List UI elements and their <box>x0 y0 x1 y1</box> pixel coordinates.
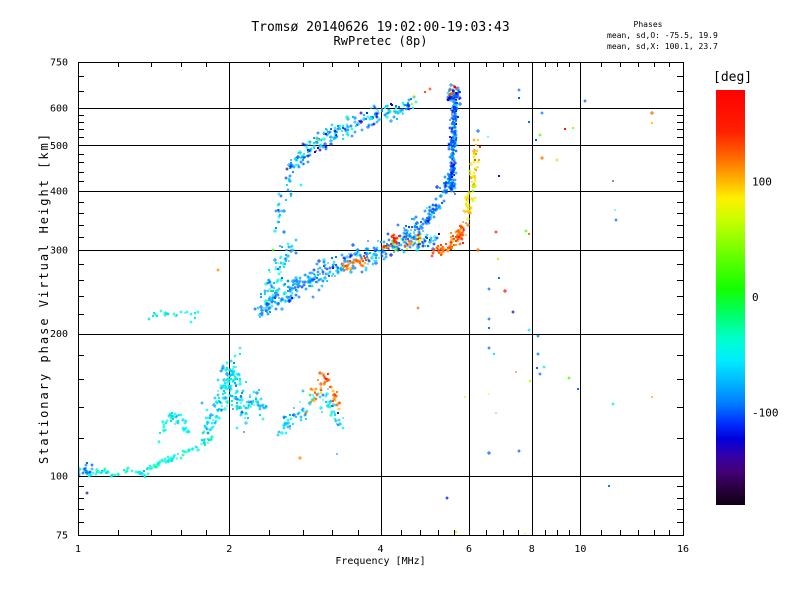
svg-text:8: 8 <box>529 544 535 555</box>
tick-labels: 1 2 4 6 8 10 16 75 100 200 300 400 500 600 750 <box>50 58 689 556</box>
svg-text:500: 500 <box>50 141 68 152</box>
svg-text:2: 2 <box>226 544 232 555</box>
svg-text:300: 300 <box>50 246 68 257</box>
svg-text:750: 750 <box>50 58 68 69</box>
phase-stats-x-mode: mean, sd,X: 100.1, 23.7 <box>607 42 718 51</box>
scatter-points <box>79 83 654 534</box>
axes <box>78 62 684 536</box>
plot-subtitle: RwPretec (8p) <box>333 34 428 48</box>
phase-stats-o-mode: mean, sd,O: -75.5, 19.9 <box>607 31 718 40</box>
colorbar: 100 0 -100 <box>716 90 779 505</box>
svg-text:100: 100 <box>752 176 772 189</box>
svg-text:4: 4 <box>377 544 383 555</box>
svg-text:0: 0 <box>752 291 759 304</box>
svg-text:75: 75 <box>56 531 68 542</box>
svg-text:200: 200 <box>50 329 68 340</box>
plot-title: Tromsø 20140626 19:02:00-19:03:43 <box>251 20 510 35</box>
svg-text:400: 400 <box>50 187 68 198</box>
svg-text:600: 600 <box>50 103 68 114</box>
colorbar-unit-label: [deg] <box>713 70 753 85</box>
x-axis-label: Frequency [MHz] <box>335 556 426 567</box>
svg-text:1: 1 <box>75 544 81 555</box>
svg-text:100: 100 <box>50 471 68 482</box>
svg-text:-100: -100 <box>752 406 779 419</box>
y-axis-label: Stationary phase Virtual Height [km] <box>37 131 51 465</box>
grid-lines <box>78 62 683 535</box>
svg-text:16: 16 <box>677 544 689 555</box>
svg-text:10: 10 <box>574 544 586 555</box>
svg-text:6: 6 <box>466 544 472 555</box>
phase-stats-heading: Phases <box>633 20 663 29</box>
